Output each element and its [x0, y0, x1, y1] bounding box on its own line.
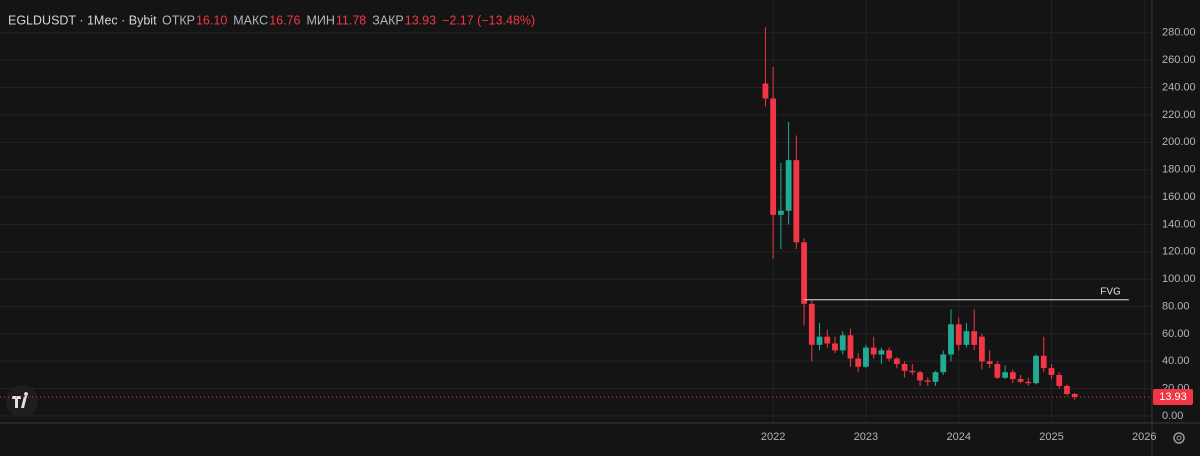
candle-body: [1033, 355, 1039, 384]
y-tick-label: 220.00: [1162, 109, 1196, 121]
change-value: −2.17 (−13.48%): [442, 13, 535, 27]
candle-body: [909, 370, 916, 373]
candle-body: [948, 324, 954, 355]
x-tick-label: 2025: [1039, 431, 1063, 443]
ohlc-legend: ОТКР 16.10 МАКС 16.76 МИН 11.78 ЗАКР 13.…: [162, 13, 535, 27]
y-tick-label: 260.00: [1162, 54, 1196, 66]
candle-body: [1040, 355, 1047, 369]
candle-body: [886, 350, 893, 359]
close-value: 13.93: [405, 13, 436, 27]
high-value: 16.76: [269, 13, 300, 27]
y-tick-label: 280.00: [1162, 27, 1196, 39]
symbol-title[interactable]: EGLDUSDT · 1Мес · Bybit: [8, 13, 157, 27]
candle-body: [816, 336, 823, 345]
y-tick-label: 100.00: [1162, 273, 1196, 285]
candle-body: [863, 347, 869, 367]
high-label: МАКС: [233, 13, 268, 27]
candle-body: [1048, 368, 1055, 375]
tv-logo[interactable]: [6, 385, 38, 417]
candle-body: [924, 380, 931, 382]
fvg-label: FVG: [1100, 286, 1121, 297]
candle-body: [1064, 385, 1070, 394]
close-label: ЗАКР: [372, 13, 404, 27]
candle-body: [1017, 379, 1024, 382]
candle-body: [870, 347, 877, 355]
candle-body: [785, 160, 792, 211]
y-tick-label: 180.00: [1162, 164, 1196, 176]
candle-body: [1071, 393, 1078, 397]
y-tick-label: 240.00: [1162, 81, 1196, 93]
candle-body: [1056, 374, 1063, 386]
settings-icon[interactable]: [1173, 432, 1185, 444]
candle-body: [801, 242, 807, 304]
candle-body: [994, 364, 1001, 378]
candle-body: [971, 331, 978, 345]
open-label: ОТКР: [162, 13, 195, 27]
last-price-box: [1153, 388, 1193, 405]
candle-body: [963, 331, 970, 345]
candle-body: [1002, 372, 1008, 378]
candle-body: [917, 372, 923, 381]
y-tick-label: 200.00: [1162, 136, 1196, 148]
y-tick-label: 140.00: [1162, 218, 1196, 230]
candle-body: [847, 335, 854, 359]
low-label: МИН: [306, 13, 334, 27]
x-tick-label: 2022: [761, 431, 785, 443]
candle-body: [1025, 381, 1032, 384]
candle-body: [839, 335, 846, 351]
y-tick-label: 160.00: [1162, 191, 1196, 203]
candle-body: [986, 361, 993, 365]
candle-body: [777, 210, 784, 215]
candle-body: [793, 160, 800, 243]
candle-body: [808, 303, 815, 345]
candle-body: [770, 98, 777, 215]
x-tick-label: 2024: [946, 431, 970, 443]
candle-body: [955, 324, 962, 345]
candle-body: [762, 83, 769, 99]
candle-body: [1009, 372, 1016, 380]
low-value: 11.78: [336, 13, 366, 27]
candle-body: [832, 343, 838, 351]
candle-body: [979, 336, 985, 362]
candle-body: [932, 372, 939, 382]
x-tick-label: 2026: [1132, 431, 1156, 443]
candle-body: [893, 358, 900, 365]
y-tick-label: 40.00: [1162, 355, 1190, 367]
last-price-label: 13.93: [1159, 391, 1187, 403]
candle-body: [855, 358, 862, 367]
y-tick-label: 120.00: [1162, 246, 1196, 258]
candle-body: [824, 336, 831, 344]
x-tick-label: 2023: [854, 431, 878, 443]
candle-body: [901, 364, 908, 371]
open-value: 16.10: [196, 13, 227, 27]
y-tick-label: 60.00: [1162, 328, 1190, 340]
candle-body: [940, 354, 947, 373]
candle-body: [878, 350, 885, 355]
y-tick-label: 80.00: [1162, 300, 1190, 312]
y-tick-label: 0.00: [1162, 410, 1183, 422]
